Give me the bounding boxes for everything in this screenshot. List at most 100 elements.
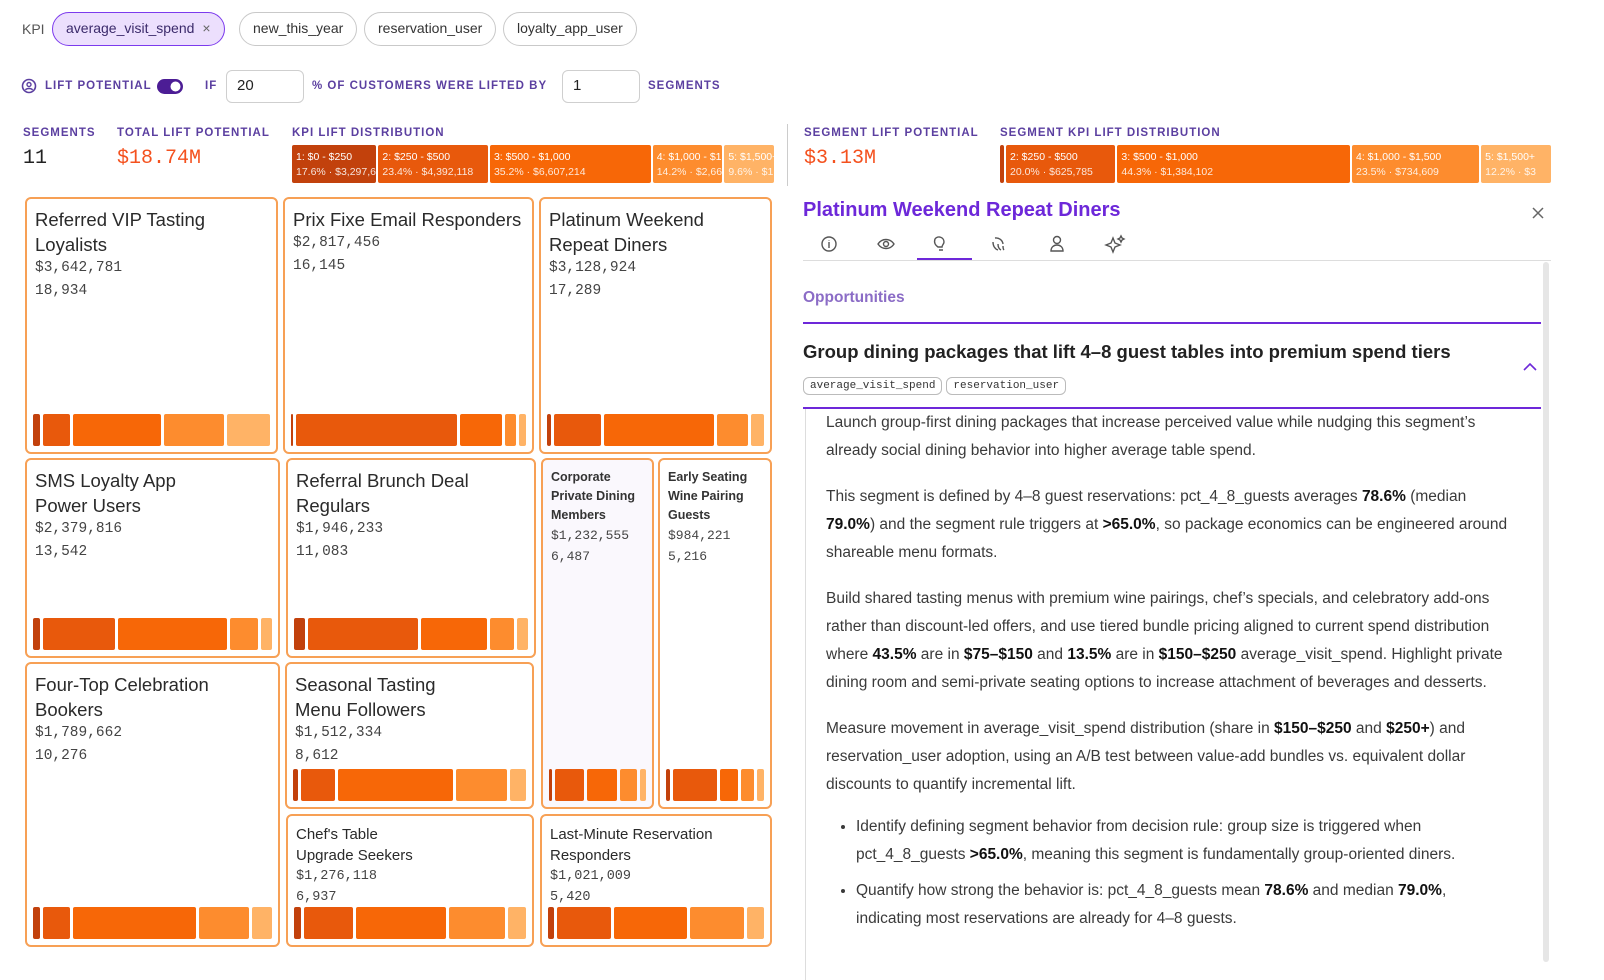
kpi-chip[interactable]: reservation_user: [364, 12, 497, 46]
segment-customers: 16,145: [293, 258, 346, 274]
segment-range: 3: $500 - $1,000: [1121, 151, 1198, 163]
mix-segment: [489, 618, 514, 650]
mix-segment: [251, 907, 273, 939]
segment-mix: [33, 414, 270, 446]
segment-distribution-label: SEGMENT KPI LIFT DISTRIBUTION: [1000, 127, 1221, 139]
segment-name: Referral Brunch Deal Regulars: [296, 470, 469, 516]
mix-segment: [505, 414, 517, 446]
kpi-label: KPI: [22, 21, 45, 37]
scrollbar[interactable]: [1543, 262, 1549, 962]
segment-value: $3,128,924: [549, 260, 637, 276]
percent-input[interactable]: 20: [226, 70, 304, 103]
emphasis: 43.5%: [872, 646, 917, 663]
segment-name: SMS Loyalty App Power Users: [35, 470, 176, 516]
segment-range: 1: $0 - $250: [296, 151, 353, 163]
segment-value: $984,221: [668, 528, 731, 543]
segment-mix: [666, 769, 764, 801]
mix-segment: [554, 769, 585, 801]
mix-segment: [554, 414, 601, 446]
segment-tile[interactable]: Early Seating Wine Pairing Guests $984,22…: [658, 458, 772, 809]
mix-segment: [448, 907, 506, 939]
segment-tile[interactable]: Corporate Private Dining Members $1,232,5…: [541, 458, 654, 809]
segment-mix: [33, 618, 272, 650]
mix-segment: [300, 769, 336, 801]
bullet: Identify defining segment behavior from …: [856, 813, 1516, 869]
distribution-segment: 3: $500 - $1,000 44.3% · $1,384,102: [1117, 145, 1350, 183]
segment-tile[interactable]: Four-Top Celebration Bookers $1,789,662 10…: [25, 662, 280, 947]
segment-tile[interactable]: Prix Fixe Email Responders $2,817,456 16,1…: [283, 197, 534, 454]
mix-segment: [296, 414, 457, 446]
mix-segment: [33, 907, 40, 939]
mix-segment: [603, 414, 714, 446]
chip-remove[interactable]: ×: [202, 20, 211, 36]
segment-value: $1,021,009: [550, 869, 632, 884]
kpi-chip[interactable]: loyalty_app_user: [503, 12, 637, 46]
distribution-bar: 2: $250 - $500 20.0% · $625,785 3: $500 - …: [1006, 145, 1551, 183]
segment-detail: 17.6% · $3,297,652: [296, 166, 376, 178]
mix-segment: [291, 414, 294, 446]
segment-tile[interactable]: Seasonal Tasting Menu Followers $1,512,33…: [285, 662, 534, 809]
bullet-list: Identify defining segment behavior from …: [826, 813, 1516, 933]
segments-label: SEGMENTS: [648, 80, 721, 92]
mix-segment: [118, 618, 228, 650]
segment-tile[interactable]: Referred VIP Tasting Loyalists $3,642,781…: [25, 197, 278, 454]
mix-segment: [42, 618, 116, 650]
mix-segment: [459, 414, 503, 446]
mix-segment: [673, 769, 718, 801]
segment-value: $1,232,555: [551, 528, 630, 543]
segment-range: 3: $500 - $1,000: [493, 151, 571, 163]
text: , so package economics can be engineered…: [826, 516, 1508, 561]
emphasis: $250+: [1386, 720, 1430, 737]
paragraph: Build shared tasting menus with premium …: [826, 585, 1516, 697]
distribution-segment: 4: $1,000 - $1,500 14.2% · $2,665,331: [652, 145, 723, 183]
text: are in: [916, 646, 964, 663]
mix-segment: [640, 769, 646, 801]
kpi-chip[interactable]: average_visit_spend ×: [52, 12, 225, 46]
segments-label: SEGMENTS: [23, 127, 96, 139]
distribution-segment: 5: $1,500+ 9.6% · $1,7: [724, 145, 774, 183]
distribution-segment: 3: $500 - $1,000 35.2% · $6,607,214: [489, 145, 651, 183]
segment-mix: [294, 618, 528, 650]
text: average_visit_spend. Highlight private d…: [826, 646, 1503, 691]
mix-segment: [557, 907, 612, 939]
segment-tile[interactable]: Platinum Weekend Repeat Diners $3,128,924…: [539, 197, 772, 454]
mix-segment: [356, 907, 446, 939]
segment-customers: 10,276: [35, 748, 88, 764]
mix-segment: [548, 907, 555, 939]
segment-tile[interactable]: Last-Minute Reservation Responders $1,021…: [540, 814, 772, 947]
segments-count: 11: [23, 147, 48, 170]
text: and median: [1308, 882, 1398, 899]
segment-tile[interactable]: SMS Loyalty App Power Users $2,379,816 13,…: [25, 458, 280, 658]
mix-segment: [293, 769, 298, 801]
segment-customers: 13,542: [35, 544, 88, 560]
emphasis: 13.5%: [1067, 646, 1112, 663]
segments-input[interactable]: 1: [562, 70, 640, 103]
mix-segment: [666, 769, 671, 801]
segment-name: Chef's Table Upgrade Seekers: [296, 826, 413, 864]
paragraph: This segment is defined by 4–8 guest res…: [826, 483, 1516, 567]
segment-tile[interactable]: Chef's Table Upgrade Seekers $1,276,118 6,…: [286, 814, 534, 947]
close-button[interactable]: ×: [1530, 205, 1546, 221]
segment-tile[interactable]: Referral Brunch Deal Regulars $1,946,233 1…: [286, 458, 536, 658]
mix-segment: [230, 618, 258, 650]
text: Measure movement in average_visit_spend …: [826, 720, 1275, 737]
toggle[interactable]: [157, 78, 185, 96]
segment-value: $1,946,233: [296, 521, 384, 537]
card-rule: [803, 407, 1541, 409]
text: Build shared tasting menus with premium …: [826, 590, 1490, 663]
text: ) and reservation_user adoption, using a…: [826, 720, 1466, 793]
text: ) and the segment rule triggers at: [869, 516, 1103, 533]
segment-customers: 8,612: [295, 748, 339, 764]
segment-customers: 6,487: [551, 549, 591, 564]
mix-segment: [519, 414, 527, 446]
emphasis: 79.0%: [826, 516, 870, 533]
collapse-button[interactable]: [1522, 361, 1538, 373]
distribution-label: KPI LIFT DISTRIBUTION: [292, 127, 445, 139]
kpi-chip[interactable]: new_this_year: [239, 12, 358, 46]
text: , meaning this segment is fundamentally …: [1022, 846, 1456, 863]
segment-mix: [291, 414, 527, 446]
segment-detail: 35.2% · $6,607,214: [493, 166, 586, 178]
segment-customers: 5,420: [550, 890, 591, 905]
emphasis: 79.0%: [1398, 882, 1442, 899]
mix-segment: [751, 414, 765, 446]
